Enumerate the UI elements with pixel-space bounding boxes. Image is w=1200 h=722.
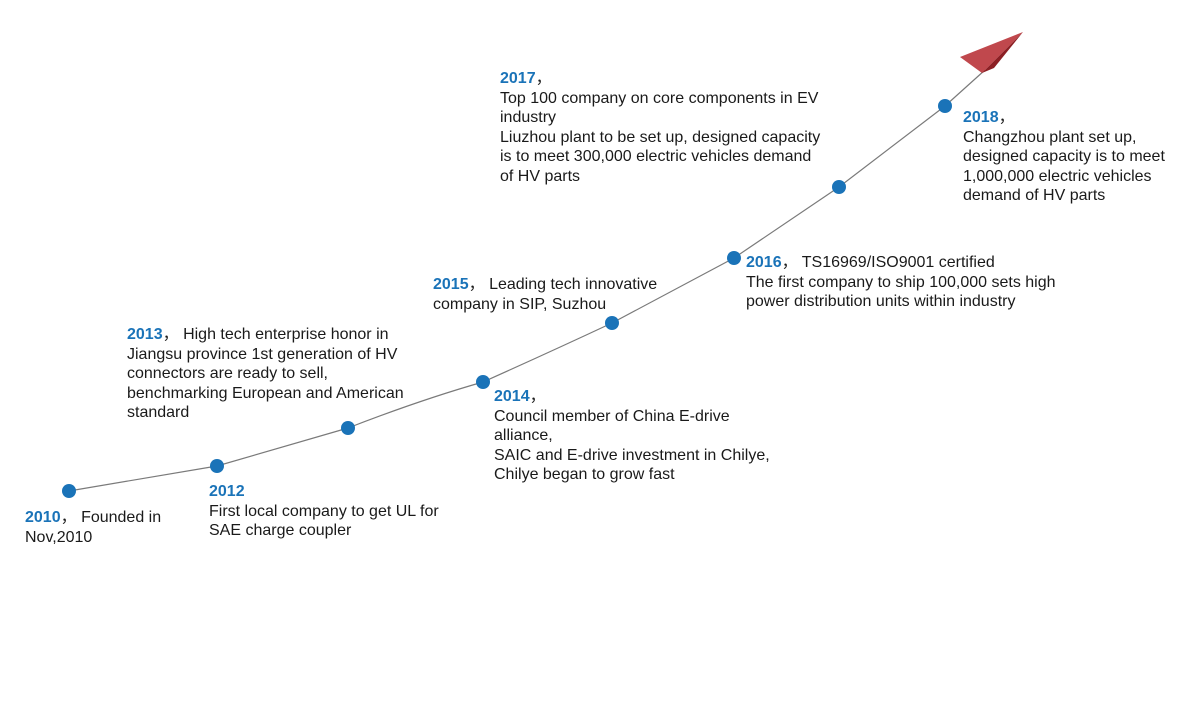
event-text-line: Council member of China E-drive [494,407,730,425]
event-separator: ， [468,276,485,293]
timeline-dot [476,375,490,389]
event-text-line: High tech enterprise honor in [183,326,389,343]
event-year: 2016 [746,254,782,271]
event-text-line: Leading tech innovative [489,276,658,293]
event-2013: 2013， High tech enterprise honor in Jian… [127,325,404,423]
event-separator: ， [529,388,546,405]
event-2015: 2015， Leading tech innovative company in… [433,275,657,314]
timeline-dot [938,99,952,113]
event-text-line: First local company to get UL for [209,502,439,520]
timeline-dot [62,484,76,498]
event-text-line: SAIC and E-drive investment in Chilye, [494,446,770,464]
event-heading: 2014， [494,387,770,407]
timeline-dot [210,459,224,473]
event-year: 2013 [127,326,163,343]
event-separator: ， [162,326,179,343]
event-2014: 2014， Council member of China E-drive al… [494,387,770,485]
event-heading: 2016， TS16969/ISO9001 certified [746,253,1056,273]
event-year: 2012 [209,483,245,500]
event-separator: ， [781,254,798,271]
event-text-line: Founded in [81,509,162,526]
timeline-dot [832,180,846,194]
event-text-line: is to meet 300,000 electric vehicles dem… [500,148,812,165]
event-heading: 2010， Founded in [25,508,161,528]
timeline-dot [605,316,619,330]
event-2010: 2010， Founded in Nov,2010 [25,508,161,547]
event-text-line: Jiangsu province 1st generation of HV [127,345,398,363]
event-2018: 2018， Changzhou plant set up, designed c… [963,108,1165,206]
event-text-line: of HV parts [500,167,581,185]
event-text-line: 1,000,000 electric vehicles [963,167,1152,185]
event-text-line: Top 100 company on core components in EV [500,89,819,107]
event-text-line: TS16969/ISO9001 certified [801,254,995,271]
event-text-line: Changzhou plant set up, [963,128,1137,146]
event-year: 2018 [963,109,999,126]
event-separator: ， [998,109,1015,126]
event-heading: 2018， [963,108,1165,128]
event-text-line: connectors are ready to sell, [127,365,328,382]
timeline-dot [727,251,741,265]
event-text-line: SAE charge coupler [209,522,352,539]
event-text-line: Nov,2010 [25,528,93,546]
event-heading: 2012 [209,482,439,502]
event-text-line: Chilye began to grow fast [494,466,675,483]
event-2016: 2016， TS16969/ISO9001 certified The firs… [746,253,1056,312]
event-text-line: standard [127,404,190,421]
event-separator: ， [60,509,77,526]
event-text-line: benchmarking European and American [127,384,404,402]
event-text-line: industry [500,109,557,126]
event-year: 2010 [25,509,61,526]
event-text-line: company in SIP, Suzhou [433,295,607,313]
event-2017: 2017， Top 100 company on core components… [500,69,820,186]
event-heading: 2013， High tech enterprise honor in [127,325,404,345]
event-text-line: The first company to ship 100,000 sets h… [746,273,1056,291]
event-text-line: alliance, [494,427,553,444]
event-2012: 2012 First local company to get UL for S… [209,482,439,541]
event-text-line: designed capacity is to meet [963,148,1165,165]
event-year: 2014 [494,388,530,405]
event-year: 2017 [500,70,536,87]
event-text-line: demand of HV parts [963,187,1106,204]
event-heading: 2015， Leading tech innovative [433,275,657,295]
event-heading: 2017， [500,69,820,89]
event-separator: ， [535,70,552,87]
event-year: 2015 [433,276,469,293]
event-text-line: Liuzhou plant to be set up, designed cap… [500,128,821,146]
paper-plane-arrow-icon [960,32,1023,73]
event-text-line: power distribution units within industry [746,293,1016,310]
timeline-dot [341,421,355,435]
